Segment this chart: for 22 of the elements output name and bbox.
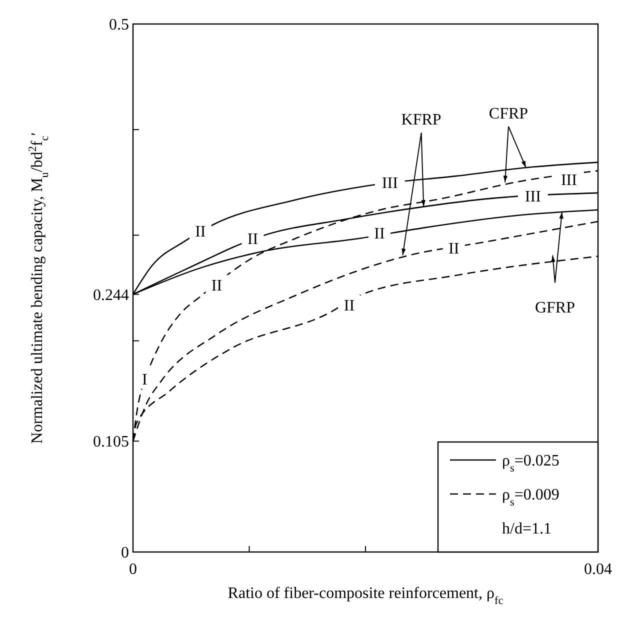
x-axis-title: Ratio of fiber-composite reinforcement, ρ$_{fc}$ <box>228 585 504 607</box>
annotation: CFRP <box>488 105 528 122</box>
annotation: III <box>382 175 398 192</box>
annotation: GFRP <box>534 300 576 317</box>
annotation: III <box>524 188 541 206</box>
annotation: III <box>560 172 577 189</box>
legend-label: ρ$_{s}$=0.009 <box>502 486 560 509</box>
y-tick-label: 0 <box>121 544 129 562</box>
annotation: II <box>344 297 355 314</box>
x-tick-label: 0.04 <box>584 561 612 578</box>
y-tick-label: 0.244 <box>93 286 129 304</box>
annotation: KFRP <box>401 112 442 129</box>
annotation: h/d=1.1 <box>502 520 552 538</box>
annotation: II <box>448 240 460 258</box>
y-tick-label: 0.5 <box>109 16 129 34</box>
annotation: I <box>142 371 148 388</box>
legend-label: ρ$_{s}$=0.025 <box>502 452 560 475</box>
annotation: II <box>211 277 222 294</box>
annotation: II <box>247 230 258 248</box>
annotation: II <box>195 224 206 241</box>
y-tick-label: 0.105 <box>93 434 129 451</box>
annotation: II <box>374 226 385 243</box>
